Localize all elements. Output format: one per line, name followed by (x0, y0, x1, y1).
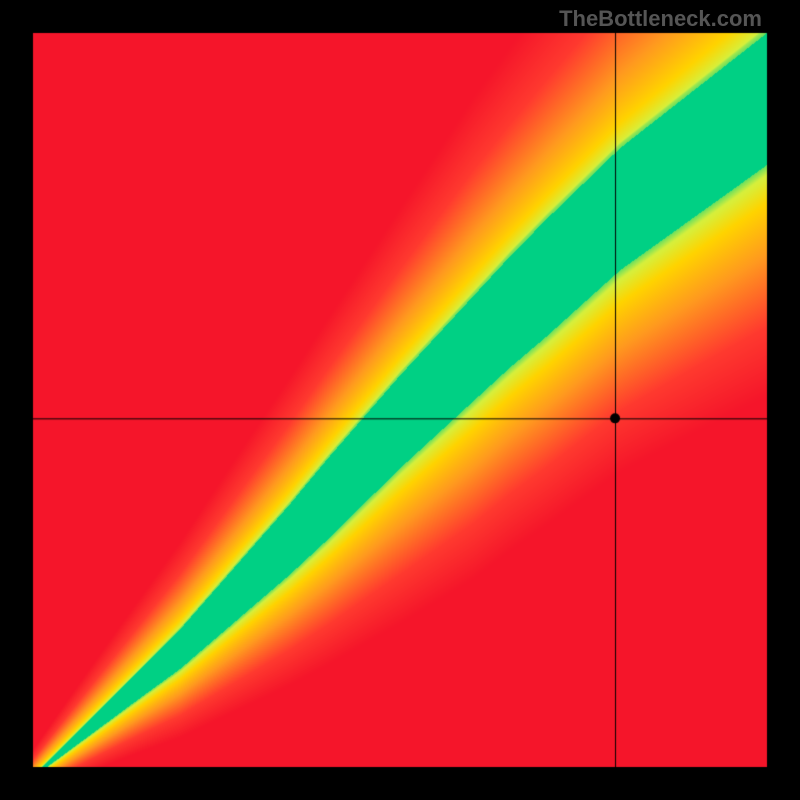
watermark-text: TheBottleneck.com (559, 6, 762, 32)
bottleneck-heatmap-canvas (0, 0, 800, 800)
chart-container: TheBottleneck.com (0, 0, 800, 800)
